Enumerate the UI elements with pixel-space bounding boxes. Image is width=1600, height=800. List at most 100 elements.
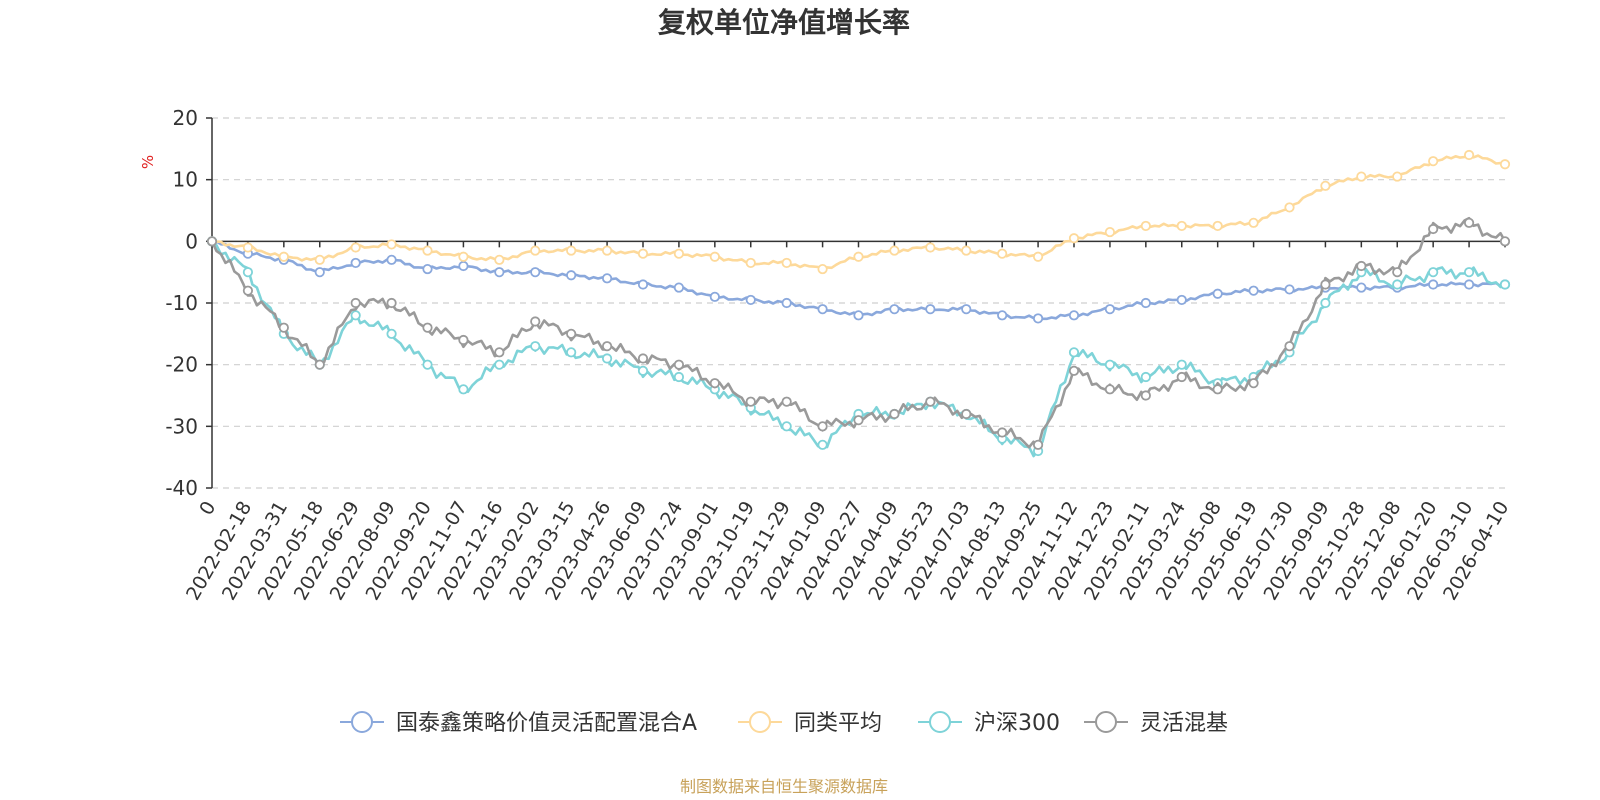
legend-item[interactable]: 国泰鑫策略价值灵活配置混合A [340,711,697,736]
data-point [1428,267,1439,278]
data-point [1212,288,1223,299]
chart-title: 复权单位净值增长率 [658,6,910,39]
data-point [781,257,792,269]
data-point [1463,217,1475,228]
grid-lines [212,117,1505,489]
data-point [817,439,828,450]
y-tick-label: -30 [165,414,198,438]
data-point [566,270,577,281]
legend-marker [351,711,373,733]
data-point [673,248,685,259]
legend-item[interactable]: 灵活混基 [1084,711,1228,736]
data-point [386,239,397,250]
data-point [458,260,469,272]
axes: 20100-10-20-30-4002022-02-182022-03-3120… [165,106,1513,604]
data-point [1032,313,1044,324]
legend-marker [749,711,771,733]
data-point [494,254,505,265]
data-point [242,267,254,278]
legend-marker [929,711,951,733]
legend-label: 灵活混基 [1140,711,1228,736]
series-3 [206,216,1511,450]
data-point [781,396,792,407]
data-point [530,316,541,327]
data-point [1104,384,1116,395]
data-point [530,267,541,278]
data-point [1176,359,1187,370]
y-tick-label: -40 [165,476,198,500]
y-tick-label: 0 [185,229,198,253]
data-point [206,236,218,247]
data-point [1356,171,1367,182]
data-point [278,322,289,333]
data-point [1032,439,1044,450]
y-tick-label: -10 [165,291,198,315]
data-point [1068,310,1080,321]
data-point [1392,267,1403,278]
source-note: 制图数据来自恒生聚源数据库 [680,777,888,796]
data-point [997,310,1008,321]
legend-marker [1095,711,1117,733]
data-point [961,304,972,315]
data-point [673,359,685,370]
data-point [350,310,361,321]
legend-label: 同类平均 [794,711,882,736]
data-point [1140,371,1151,383]
data-point [1428,279,1439,290]
data-point [278,251,289,262]
data-point [1284,202,1295,213]
legend-label: 国泰鑫策略价值灵活配置混合A [396,711,697,736]
data-point [709,378,720,389]
legend-item[interactable]: 同类平均 [738,711,882,736]
data-point [1463,279,1475,290]
data-point [1140,220,1151,232]
legend[interactable]: 国泰鑫策略价值灵活配置混合A 同类平均 沪深300 灵活混基 [340,711,1228,736]
data-point [745,294,756,306]
data-point [1463,267,1475,278]
data-point [386,254,397,265]
data-point [709,251,720,262]
data-point [422,245,433,256]
data-point [1176,371,1187,383]
data-point [350,257,361,269]
y-tick-label: 10 [173,168,198,192]
y-tick-label: -20 [165,353,198,377]
y-axis-unit: % [139,155,157,169]
data-point [242,285,254,296]
data-point [1176,294,1187,306]
data-point [458,251,469,262]
data-point [494,359,505,370]
data-point [781,421,792,432]
data-point [314,267,325,278]
data-point [1320,279,1331,290]
data-point [1140,390,1151,401]
data-point [889,304,900,315]
data-point [1428,156,1439,167]
data-point [1068,347,1080,358]
data-point [1392,171,1403,182]
data-point [1499,236,1511,247]
legend-item[interactable]: 沪深300 [918,711,1060,736]
data-point [1248,217,1259,228]
data-point [530,341,541,352]
data-point [673,282,685,293]
data-point [314,359,325,370]
series-lines [206,149,1511,458]
data-point [961,408,972,420]
data-point [673,371,685,383]
data-point [925,304,936,315]
data-point [925,396,936,407]
data-point [1356,260,1367,272]
data-point [1032,251,1044,262]
data-point [853,310,864,321]
data-point [745,257,756,269]
data-point [1320,297,1331,309]
data-point [601,245,613,256]
data-point [853,251,864,262]
data-point [817,263,828,275]
data-point [961,245,972,256]
data-point [1284,284,1295,295]
data-point [637,248,649,259]
data-point [530,245,541,256]
